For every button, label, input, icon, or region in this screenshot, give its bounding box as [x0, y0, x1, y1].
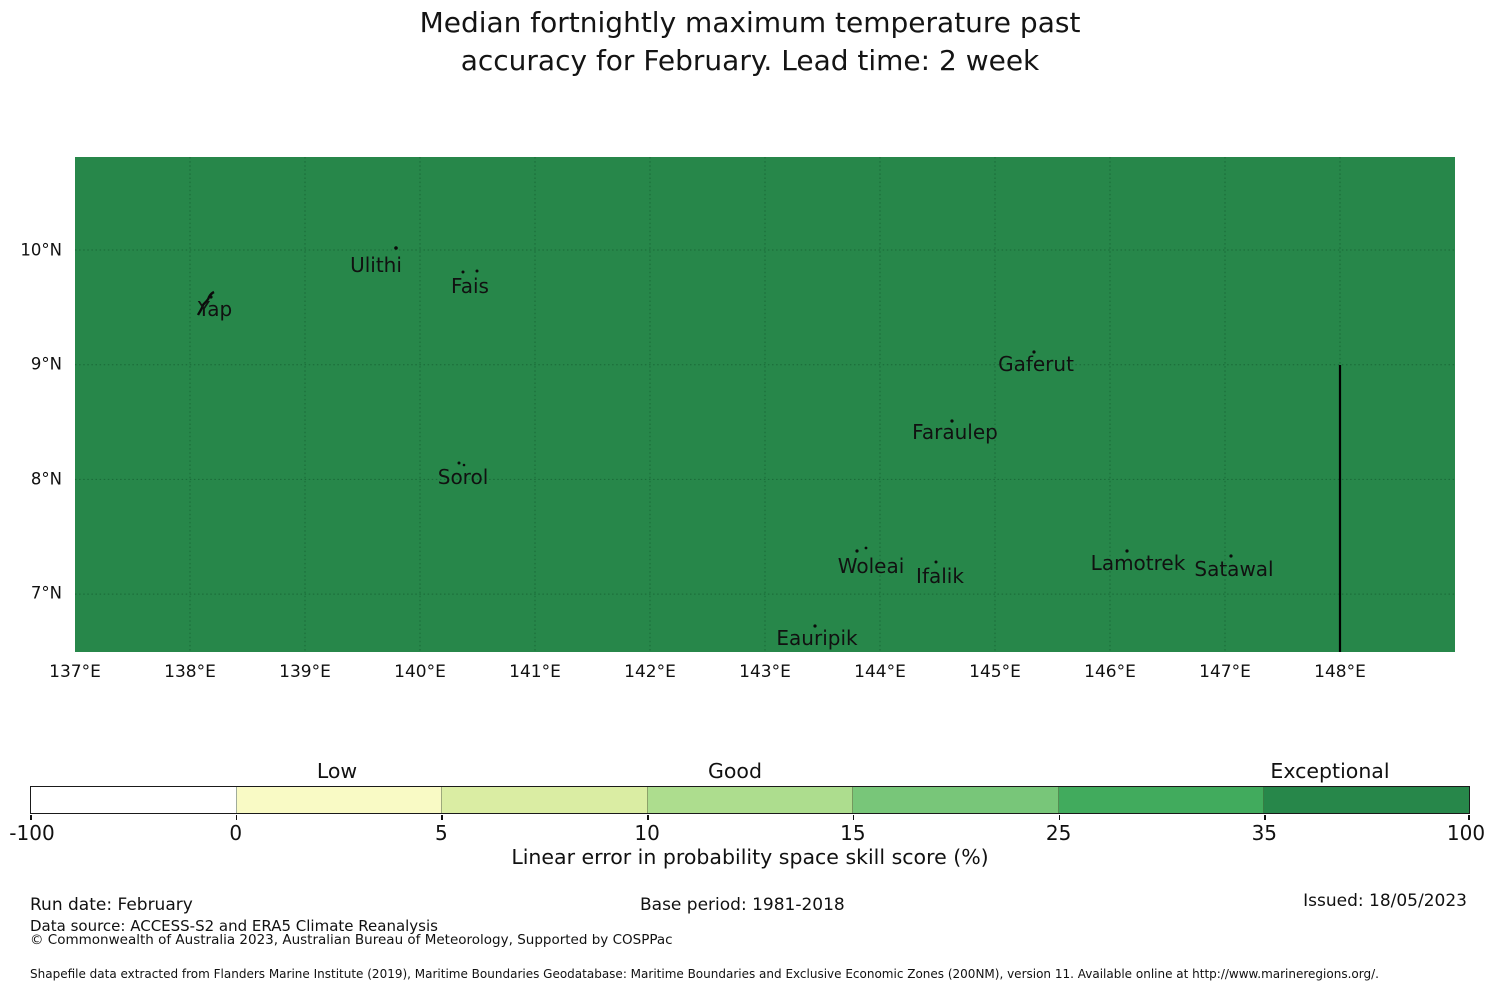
island-label-lamotrek: Lamotrek — [1090, 551, 1186, 575]
island-marker-satawal — [1229, 554, 1233, 558]
colorbar-category-low: Low — [316, 759, 358, 783]
colorbar-ticklabel-35: 35 — [1251, 821, 1278, 845]
colorbar-ticklabel-25: 25 — [1045, 821, 1072, 845]
colorbar-segment-3 — [442, 787, 648, 813]
page-title: Median fortnightly maximum temperature p… — [0, 4, 1500, 80]
colorbar-segment-1 — [31, 787, 237, 813]
island-marker-fais-1 — [461, 270, 465, 274]
island-label-yap: Yap — [197, 297, 233, 321]
colorbar-category-good: Good — [708, 759, 762, 783]
xtick-140e: 140°E — [394, 662, 446, 682]
island-marker-faraulep — [950, 419, 954, 423]
ytick-8n: 8°N — [30, 469, 62, 489]
colorbar-ticklabel-10: 10 — [634, 821, 660, 845]
map-canvas — [75, 157, 1455, 652]
footer-shapefile-note: Shapefile data extracted from Flanders M… — [30, 967, 1379, 981]
island-marker-yap-dot — [209, 295, 213, 299]
footer-issued-date: Issued: 18/05/2023 — [1303, 891, 1467, 911]
colorbar-tick — [1468, 815, 1470, 820]
footer-run-date: Run date: February — [30, 895, 193, 915]
island-label-ulithi: Ulithi — [350, 253, 402, 277]
colorbar-tick — [852, 815, 855, 820]
colorbar-tick — [30, 815, 32, 820]
xtick-143e: 143°E — [739, 662, 791, 682]
xtick-137e: 137°E — [49, 662, 101, 682]
xtick-138e: 138°E — [164, 662, 216, 682]
ytick-7n: 7°N — [30, 583, 62, 603]
colorbar-ticklabel-neg100: -100 — [9, 821, 55, 845]
island-marker-sorol-1 — [457, 461, 461, 465]
island-marker-sorol-2 — [462, 463, 466, 467]
xtick-147e: 147°E — [1199, 662, 1251, 682]
colorbar-caption: Linear error in probability space skill … — [511, 845, 989, 869]
island-marker-gaferut — [1032, 350, 1036, 354]
island-marker-ifalik — [934, 560, 938, 564]
colorbar-tick — [235, 815, 238, 820]
island-label-woleai: Woleai — [837, 554, 905, 578]
island-marker-ulithi — [394, 246, 398, 250]
island-marker-woleai-2 — [864, 546, 868, 550]
colorbar-category-exceptional: Exceptional — [1270, 759, 1390, 783]
island-label-faraulep: Faraulep — [912, 420, 998, 444]
ytick-9n: 9°N — [30, 354, 62, 374]
colorbar-ticklabel-0: 0 — [229, 821, 243, 845]
xtick-141e: 141°E — [509, 662, 561, 682]
island-label-ifalik: Ifalik — [916, 564, 964, 588]
xtick-139e: 139°E — [279, 662, 331, 682]
island-label-satawal: Satawal — [1194, 557, 1274, 581]
ytick-10n: 10°N — [20, 240, 62, 260]
footer-data-source: Data source: ACCESS-S2 and ERA5 Climate … — [30, 917, 438, 935]
footer-base-period: Base period: 1981-2018 — [640, 895, 845, 915]
title-line-2: accuracy for February. Lead time: 2 week — [460, 44, 1040, 77]
island-label-sorol: Sorol — [437, 465, 489, 489]
colorbar — [30, 786, 1470, 814]
island-marker-eauripik — [813, 624, 817, 628]
xtick-144e: 144°E — [854, 662, 906, 682]
island-marker-fais-2 — [475, 269, 479, 273]
xtick-145e: 145°E — [969, 662, 1021, 682]
colorbar-ticklabel-100: 100 — [1446, 821, 1486, 845]
colorbar-ticklabel-15: 15 — [840, 821, 866, 845]
island-label-fais: Fais — [451, 274, 489, 298]
map-plot-area — [75, 157, 1455, 652]
title-line-1: Median fortnightly maximum temperature p… — [419, 6, 1081, 39]
xtick-146e: 146°E — [1084, 662, 1136, 682]
xtick-148e: 148°E — [1314, 662, 1366, 682]
island-marker-yap — [196, 290, 215, 316]
island-label-gaferut: Gaferut — [998, 352, 1074, 376]
colorbar-segment-2 — [236, 787, 443, 813]
colorbar-tick — [647, 815, 649, 820]
island-markers — [196, 246, 1233, 628]
colorbar-ticklabel-5: 5 — [435, 821, 448, 845]
island-marker-woleai-1 — [855, 549, 859, 553]
colorbar-segment-5 — [853, 787, 1059, 813]
island-label-eauripik: Eauripik — [776, 626, 858, 650]
footer-copyright: © Commonwealth of Australia 2023, Austra… — [30, 932, 673, 948]
colorbar-segment-4 — [647, 787, 854, 813]
colorbar-tick — [1264, 815, 1266, 820]
island-marker-lamotrek — [1125, 549, 1129, 553]
colorbar-segment-6 — [1058, 787, 1265, 813]
colorbar-tick — [441, 815, 443, 820]
colorbar-tick — [1058, 815, 1061, 820]
colorbar-segment-7 — [1264, 787, 1470, 813]
xtick-142e: 142°E — [624, 662, 676, 682]
